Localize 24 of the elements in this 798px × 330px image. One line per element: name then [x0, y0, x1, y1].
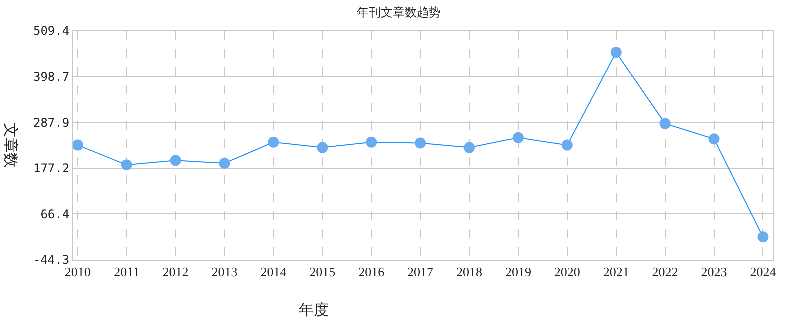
x-tick-label: 2021	[603, 264, 630, 280]
x-tick-label: 2023	[701, 264, 728, 280]
x-tick-label: 2018	[456, 264, 482, 280]
x-tick-label: 2010	[64, 264, 91, 280]
x-axis-title: 年度	[299, 301, 329, 319]
x-tick-label: 2014	[260, 264, 288, 280]
x-tick-label: 2024	[750, 264, 777, 280]
x-tick-label: 2011	[114, 264, 140, 280]
y-tick-label: 66.4	[40, 207, 70, 222]
x-tick-label: 2022	[652, 264, 678, 280]
x-tick-label: 2017	[408, 264, 434, 280]
x-tick-label: 2016	[358, 264, 386, 280]
chart-title: 年刊文章数趋势	[357, 6, 441, 20]
x-tick-label: 2020	[554, 264, 580, 280]
y-axis-title: 文章数	[2, 123, 20, 168]
x-tick-label: 2012	[162, 264, 189, 280]
x-tick-label: 2019	[505, 264, 532, 280]
y-tick-label: 398.7	[33, 70, 70, 84]
x-tick-label: 2015	[310, 264, 336, 280]
x-tick-label: 2013	[212, 264, 238, 280]
y-tick-label: 177.2	[33, 162, 70, 176]
y-tick-label: 509.4	[33, 24, 70, 38]
y-tick-label: 287.9	[33, 116, 70, 130]
y-tick-label: -44.3	[33, 253, 70, 268]
